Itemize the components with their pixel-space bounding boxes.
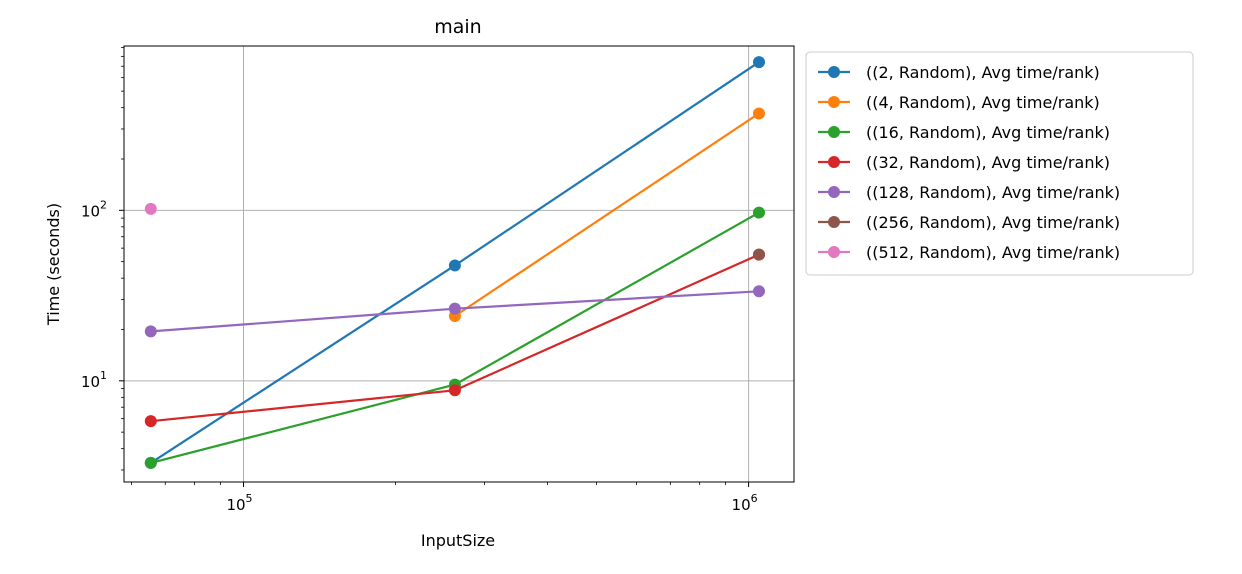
x-tick-exponent: 6 [751,492,758,505]
data-point [752,285,765,298]
legend-label: ((128, Random), Avg time/rank) [866,183,1120,202]
x-tick-label: 105 [226,492,252,514]
legend-label: ((32, Random), Avg time/rank) [866,153,1110,172]
y-tick-base: 10 [81,373,100,391]
legend-swatch-marker [828,246,840,258]
data-point [448,384,461,397]
legend-item: ((512, Random), Avg time/rank) [818,243,1120,262]
series-6 [144,202,157,215]
y-tick-exponent: 2 [100,198,107,211]
legend: ((2, Random), Avg time/rank) ((4, Random)… [805,51,1194,276]
data-point [144,456,157,469]
legend-swatch-marker [828,216,840,228]
y-tick-base: 10 [81,202,100,220]
legend-item: ((16, Random), Avg time/rank) [818,123,1110,142]
x-tick-label: 106 [732,492,758,514]
data-point [752,56,765,69]
legend-frame [805,51,1194,276]
legend-item: ((128, Random), Avg time/rank) [818,183,1120,202]
y-axis-label: Time (seconds) [44,203,63,326]
legend-label: ((256, Random), Avg time/rank) [866,213,1120,232]
legend-item: ((2, Random), Avg time/rank) [818,63,1100,82]
series-1 [448,107,765,322]
legend-swatch-marker [828,126,840,138]
x-axis: 105 106 [131,482,758,514]
plot-frame [123,45,795,483]
data-point [448,259,461,272]
legend-label: ((4, Random), Avg time/rank) [866,93,1100,112]
legend-swatch-marker [828,156,840,168]
x-tick-base: 10 [732,496,751,514]
x-tick-exponent: 5 [246,492,253,505]
data-point [752,248,765,261]
legend-label: ((16, Random), Avg time/rank) [866,123,1110,142]
legend-label: ((2, Random), Avg time/rank) [866,63,1100,82]
data-point [144,415,157,428]
series-line [454,112,760,317]
x-tick-base: 10 [226,496,245,514]
series-4 [144,285,765,338]
legend-label: ((512, Random), Avg time/rank) [866,243,1120,262]
legend-swatch-marker [828,66,840,78]
data-point [752,107,765,120]
data-point [752,206,765,219]
series-3 [144,248,765,428]
legend-swatch-marker [828,96,840,108]
legend-item: ((256, Random), Avg time/rank) [818,213,1120,232]
data-point [144,202,157,215]
chart-title: main [434,16,481,38]
legend-item: ((4, Random), Avg time/rank) [818,93,1100,112]
data-point [144,325,157,338]
series-2 [144,206,765,469]
series-5 [752,248,765,261]
legend-item: ((32, Random), Avg time/rank) [818,153,1110,172]
series-layer [144,56,765,469]
series-line [150,211,760,464]
data-point [448,302,461,315]
y-tick-label: 101 [81,369,107,391]
legend-swatch-marker [828,186,840,198]
y-tick-exponent: 1 [100,369,107,382]
y-tick-label: 102 [81,198,107,220]
x-axis-label: InputSize [421,531,495,550]
